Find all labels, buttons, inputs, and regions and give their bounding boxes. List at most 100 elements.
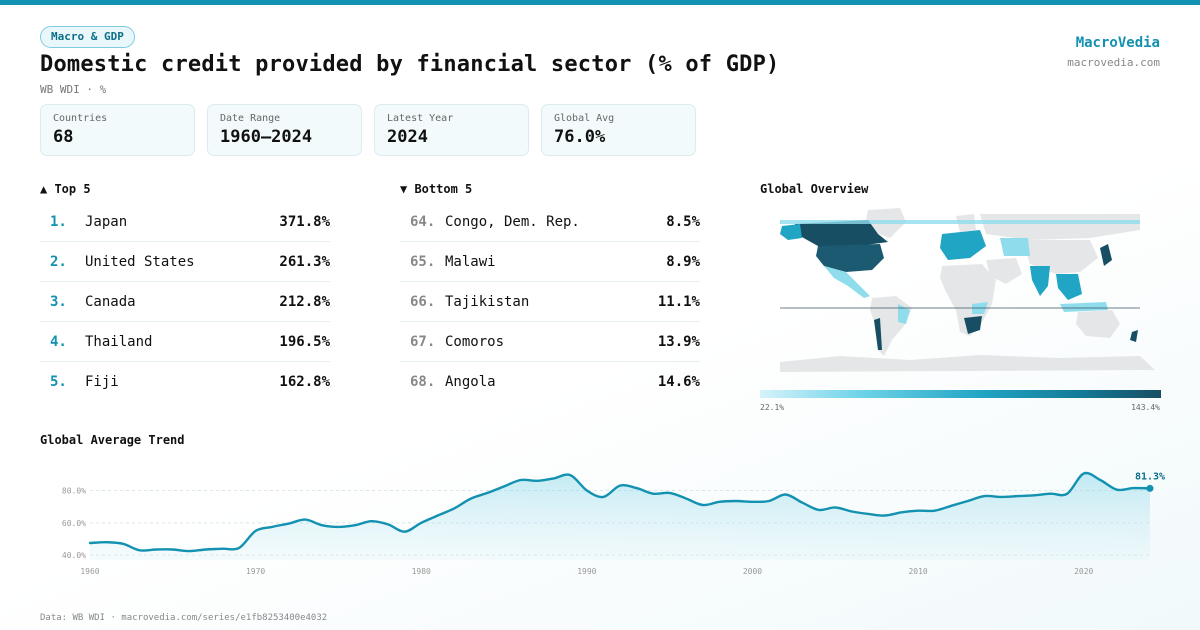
rank-number: 66. — [410, 293, 436, 310]
page-title: Domestic credit provided by financial se… — [40, 52, 780, 77]
region-usa — [816, 244, 884, 272]
stat-value: 76.0% — [554, 127, 606, 147]
country-name: Congo, Dem. Rep. — [445, 213, 580, 230]
top5-list: 1. Japan 371.8% 2. United States 261.3% 3. Ca… — [40, 202, 330, 402]
country-name: Tajikistan — [445, 293, 530, 310]
country-name: Thailand — [85, 333, 153, 350]
map-legend-gradient — [760, 390, 1161, 398]
x-tick-label: 2000 — [743, 567, 762, 576]
region-se-asia — [1056, 274, 1082, 300]
world-choropleth-map[interactable] — [760, 200, 1161, 380]
trend-line — [88, 471, 1152, 553]
rank-number: 1. — [50, 213, 67, 230]
region-chile — [874, 318, 882, 350]
region-brazil-east — [898, 304, 910, 324]
footer-source: Data: WB WDI · macrovedia.com/series/e1f… — [40, 613, 328, 623]
list-item[interactable]: 65. Malawi 8.9% — [400, 242, 700, 282]
country-value: 371.8% — [279, 213, 330, 230]
trend-last-point — [1146, 484, 1154, 492]
top5-heading: ▲ Top 5 — [40, 182, 91, 196]
map-band-top — [780, 220, 1140, 224]
region-australia — [1076, 310, 1120, 338]
x-tick-label: 1990 — [577, 567, 596, 576]
region-europe — [940, 230, 986, 260]
stat-value: 2024 — [387, 127, 428, 147]
country-value: 14.6% — [657, 374, 700, 390]
region-antarctica — [780, 355, 1155, 372]
country-name: Malawi — [445, 253, 496, 270]
region-alaska — [780, 224, 802, 240]
rank-number: 65. — [410, 253, 436, 270]
region-china — [1022, 240, 1098, 274]
stat-label: Countries — [53, 113, 108, 124]
stat-card-date-range: Date Range 1960–2024 — [207, 104, 362, 156]
x-tick-label: 2020 — [1074, 567, 1093, 576]
stat-card-global-avg: Global Avg 76.0% — [541, 104, 696, 156]
map-legend-min: 22.1% — [760, 403, 785, 412]
country-value: 11.1% — [657, 293, 700, 310]
list-item[interactable]: 5. Fiji 162.8% — [40, 362, 330, 402]
map-legend-max: 143.4% — [1131, 403, 1160, 412]
stat-value: 68 — [53, 127, 74, 147]
region-new-zealand — [1130, 330, 1138, 342]
rank-number: 68. — [410, 374, 436, 390]
country-name: United States — [85, 253, 195, 270]
list-item[interactable]: 4. Thailand 196.5% — [40, 322, 330, 362]
rank-number: 3. — [50, 293, 67, 310]
stat-label: Date Range — [220, 113, 281, 124]
list-item[interactable]: 2. United States 261.3% — [40, 242, 330, 282]
region-india — [1030, 266, 1050, 296]
trend-chart[interactable]: 40.0% 60.0% 80.0% 1960 1970 1980 1990 2000 2010… — [0, 455, 1200, 580]
region-canada — [795, 220, 888, 246]
y-tick-label: 60.0% — [62, 519, 86, 528]
country-value: 196.5% — [279, 333, 330, 350]
country-name: Japan — [85, 213, 128, 230]
x-tick-label: 1960 — [80, 567, 99, 576]
stat-card-latest-year: Latest Year 2024 — [374, 104, 529, 156]
stat-card-countries: Countries 68 — [40, 104, 195, 156]
bottom5-list: 64. Congo, Dem. Rep. 8.5% 65. Malawi 8.9% 66… — [400, 202, 700, 402]
region-africa — [940, 264, 996, 336]
region-south-africa — [964, 316, 982, 334]
rank-number: 64. — [410, 213, 436, 230]
stat-label: Latest Year — [387, 113, 454, 124]
trend-last-label: 81.3% — [1135, 471, 1165, 482]
list-item[interactable]: 68. Angola 14.6% — [400, 362, 700, 402]
list-item[interactable]: 3. Canada 212.8% — [40, 282, 330, 322]
y-tick-label: 40.0% — [62, 551, 86, 560]
list-item[interactable]: 1. Japan 371.8% — [40, 202, 330, 242]
x-tick-label: 1980 — [412, 567, 431, 576]
country-name: Angola — [445, 374, 496, 390]
brand-name[interactable]: MacroVedia — [1075, 35, 1160, 51]
brand-url[interactable]: macrovedia.com — [1067, 56, 1160, 69]
country-name: Comoros — [445, 333, 505, 350]
region-japan — [1100, 244, 1112, 266]
country-value: 13.9% — [657, 333, 700, 350]
region-russia — [980, 214, 1140, 240]
list-item[interactable]: 64. Congo, Dem. Rep. 8.5% — [400, 202, 700, 242]
country-value: 212.8% — [279, 293, 330, 310]
region-mexico — [824, 266, 870, 298]
rank-number: 67. — [410, 333, 436, 350]
region-middle-east — [986, 258, 1022, 284]
category-tag[interactable]: Macro & GDP — [40, 26, 135, 48]
country-value: 8.5% — [666, 213, 700, 230]
map-title: Global Overview — [760, 182, 869, 196]
region-indonesia — [1060, 302, 1108, 312]
country-name: Canada — [85, 293, 136, 310]
country-value: 8.9% — [666, 253, 700, 270]
country-value: 162.8% — [279, 374, 330, 390]
page-subtitle: WB WDI · % — [40, 83, 107, 96]
list-item[interactable]: 67. Comoros 13.9% — [400, 322, 700, 362]
stat-label: Global Avg — [554, 113, 615, 124]
y-tick-label: 80.0% — [62, 486, 86, 495]
trend-title: Global Average Trend — [40, 433, 185, 447]
x-tick-label: 1970 — [246, 567, 265, 576]
region-central-asia — [1000, 238, 1030, 256]
bottom5-heading: ▼ Bottom 5 — [400, 182, 473, 196]
rank-number: 5. — [50, 374, 67, 390]
list-item[interactable]: 66. Tajikistan 11.1% — [400, 282, 700, 322]
country-value: 261.3% — [279, 253, 330, 270]
trend-area — [90, 472, 1150, 560]
rank-number: 2. — [50, 253, 67, 270]
